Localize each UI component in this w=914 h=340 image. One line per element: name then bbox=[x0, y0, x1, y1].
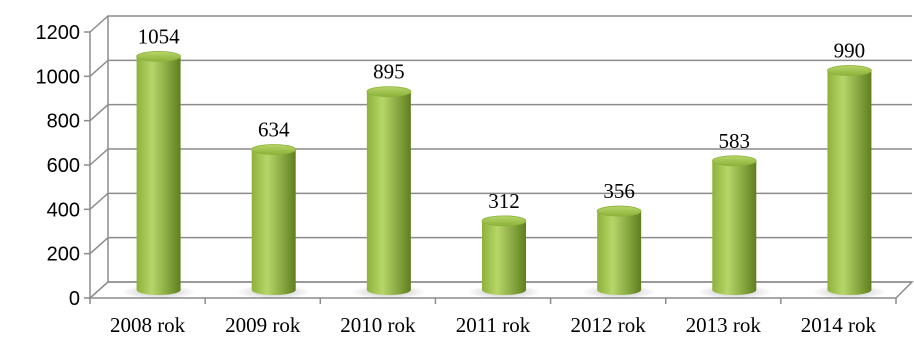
y-tick-label: 1000 bbox=[36, 66, 81, 88]
bar bbox=[827, 71, 871, 295]
x-axis-category-labels: 2008 rok 2009 rok 2010 rok 2011 rok 2012 rok… bbox=[110, 313, 877, 337]
bar-top-cap bbox=[367, 87, 411, 97]
bar-top-cap bbox=[482, 216, 526, 226]
y-tick-label: 0 bbox=[69, 288, 80, 310]
bar bbox=[252, 149, 296, 295]
gridline bbox=[90, 60, 912, 76]
value-label: 895 bbox=[373, 60, 405, 84]
bar bbox=[712, 161, 756, 295]
value-label: 990 bbox=[834, 39, 866, 63]
x-tick-label: 2013 rok bbox=[686, 313, 762, 337]
bar-top-cap bbox=[252, 144, 296, 154]
y-tick-label: 400 bbox=[47, 199, 80, 221]
y-tick-label: 200 bbox=[47, 244, 80, 266]
bar-top-cap bbox=[712, 156, 756, 166]
value-label: 356 bbox=[603, 179, 635, 203]
x-tick-label: 2012 rok bbox=[571, 313, 647, 337]
x-tick-label: 2009 rok bbox=[225, 313, 301, 337]
gridline bbox=[90, 105, 912, 121]
bar bbox=[597, 211, 641, 295]
value-label: 634 bbox=[258, 117, 290, 141]
bar bbox=[482, 221, 526, 295]
gridline bbox=[90, 16, 912, 32]
value-label: 583 bbox=[719, 129, 751, 153]
bar bbox=[367, 92, 411, 295]
bar-top-cap bbox=[597, 206, 641, 216]
value-label: 312 bbox=[488, 189, 520, 213]
y-axis-tick-labels: 0 200 400 600 800 1000 1200 bbox=[36, 22, 81, 310]
x-tick-label: 2008 rok bbox=[110, 313, 186, 337]
bar-top-cap bbox=[827, 66, 871, 76]
bar bbox=[137, 56, 181, 295]
bar-top-cap bbox=[137, 51, 181, 61]
value-label: 1054 bbox=[138, 24, 181, 48]
x-tick-label: 2014 rok bbox=[801, 313, 877, 337]
x-tick-label: 2011 rok bbox=[456, 313, 531, 337]
bars bbox=[121, 51, 887, 299]
y-tick-label: 800 bbox=[47, 111, 80, 133]
y-tick-label: 1200 bbox=[36, 22, 81, 44]
x-tick-label: 2010 rok bbox=[340, 313, 416, 337]
gridline bbox=[90, 149, 912, 165]
y-tick-label: 600 bbox=[47, 155, 80, 177]
